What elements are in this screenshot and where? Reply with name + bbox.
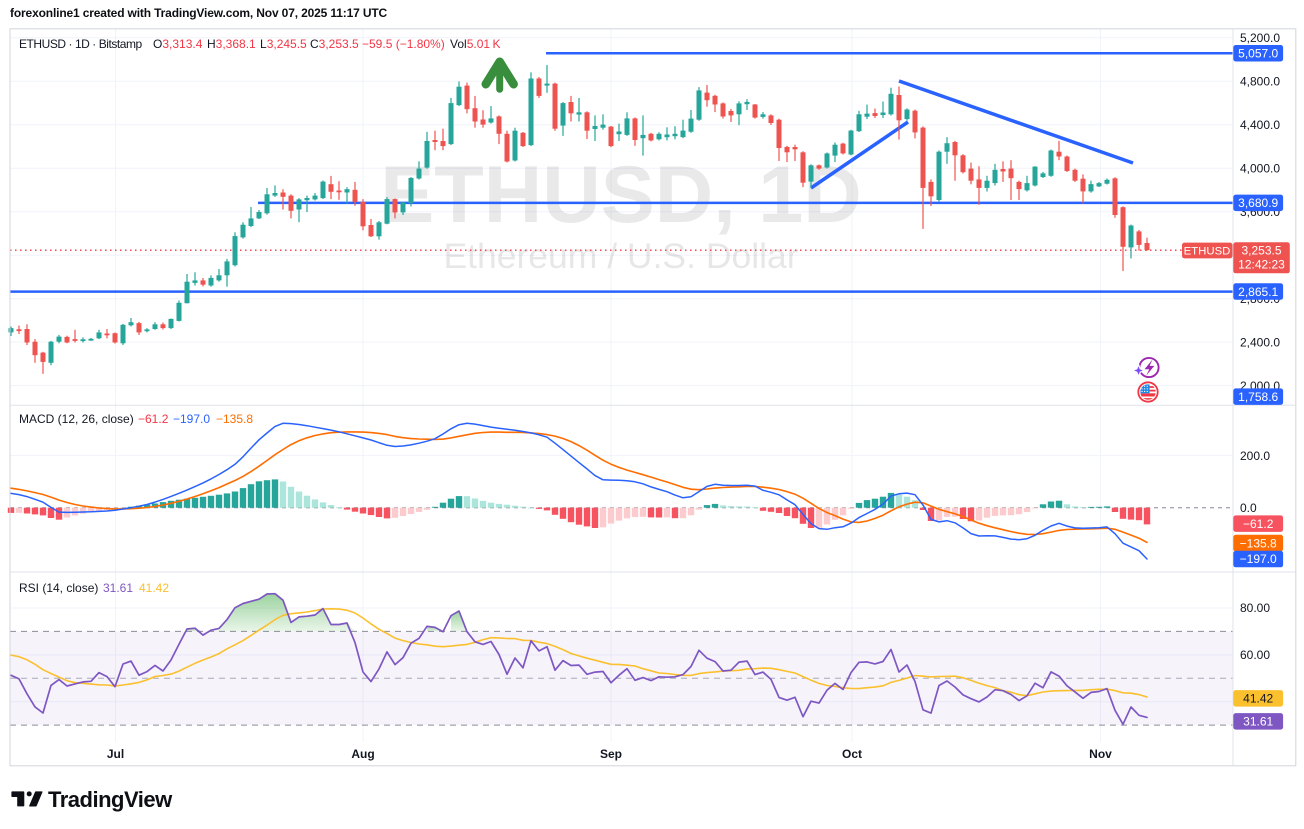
svg-text:ETHUSD, 1D: ETHUSD, 1D (380, 150, 862, 240)
svg-text:1,758.6: 1,758.6 (1238, 390, 1278, 404)
svg-text:Jul: Jul (107, 747, 124, 761)
svg-text:0.0: 0.0 (1240, 501, 1257, 515)
svg-text:−197.0: −197.0 (1240, 552, 1277, 566)
svg-text:4,400.0: 4,400.0 (1240, 118, 1280, 132)
svg-text:Nov: Nov (1089, 747, 1112, 761)
svg-text:−135.8: −135.8 (1240, 536, 1277, 550)
svg-text:4,800.0: 4,800.0 (1240, 74, 1280, 88)
svg-text:Oct: Oct (842, 747, 862, 761)
svg-text:3,680.9: 3,680.9 (1238, 196, 1278, 210)
svg-text:2,865.1: 2,865.1 (1238, 285, 1278, 299)
svg-text:ETHUSD: ETHUSD (1184, 245, 1231, 257)
svg-text:2,400.0: 2,400.0 (1240, 335, 1280, 349)
svg-text:−61.2: −61.2 (1243, 517, 1274, 531)
svg-text:5,200.0: 5,200.0 (1240, 31, 1280, 45)
svg-text:200.0: 200.0 (1240, 449, 1270, 463)
svg-text:31.61: 31.61 (1243, 715, 1273, 729)
svg-text:12:42:23: 12:42:23 (1238, 257, 1285, 271)
svg-text:4,000.0: 4,000.0 (1240, 161, 1280, 175)
svg-text:41.42: 41.42 (1243, 692, 1273, 706)
svg-text:Sep: Sep (600, 747, 622, 761)
svg-text:80.00: 80.00 (1240, 601, 1270, 615)
svg-text:60.00: 60.00 (1240, 648, 1270, 662)
svg-text:3,253.5: 3,253.5 (1241, 243, 1281, 257)
svg-text:Aug: Aug (351, 747, 374, 761)
svg-text:Ethereum / U.S. Dollar: Ethereum / U.S. Dollar (443, 236, 798, 276)
svg-text:5,057.0: 5,057.0 (1238, 46, 1278, 60)
